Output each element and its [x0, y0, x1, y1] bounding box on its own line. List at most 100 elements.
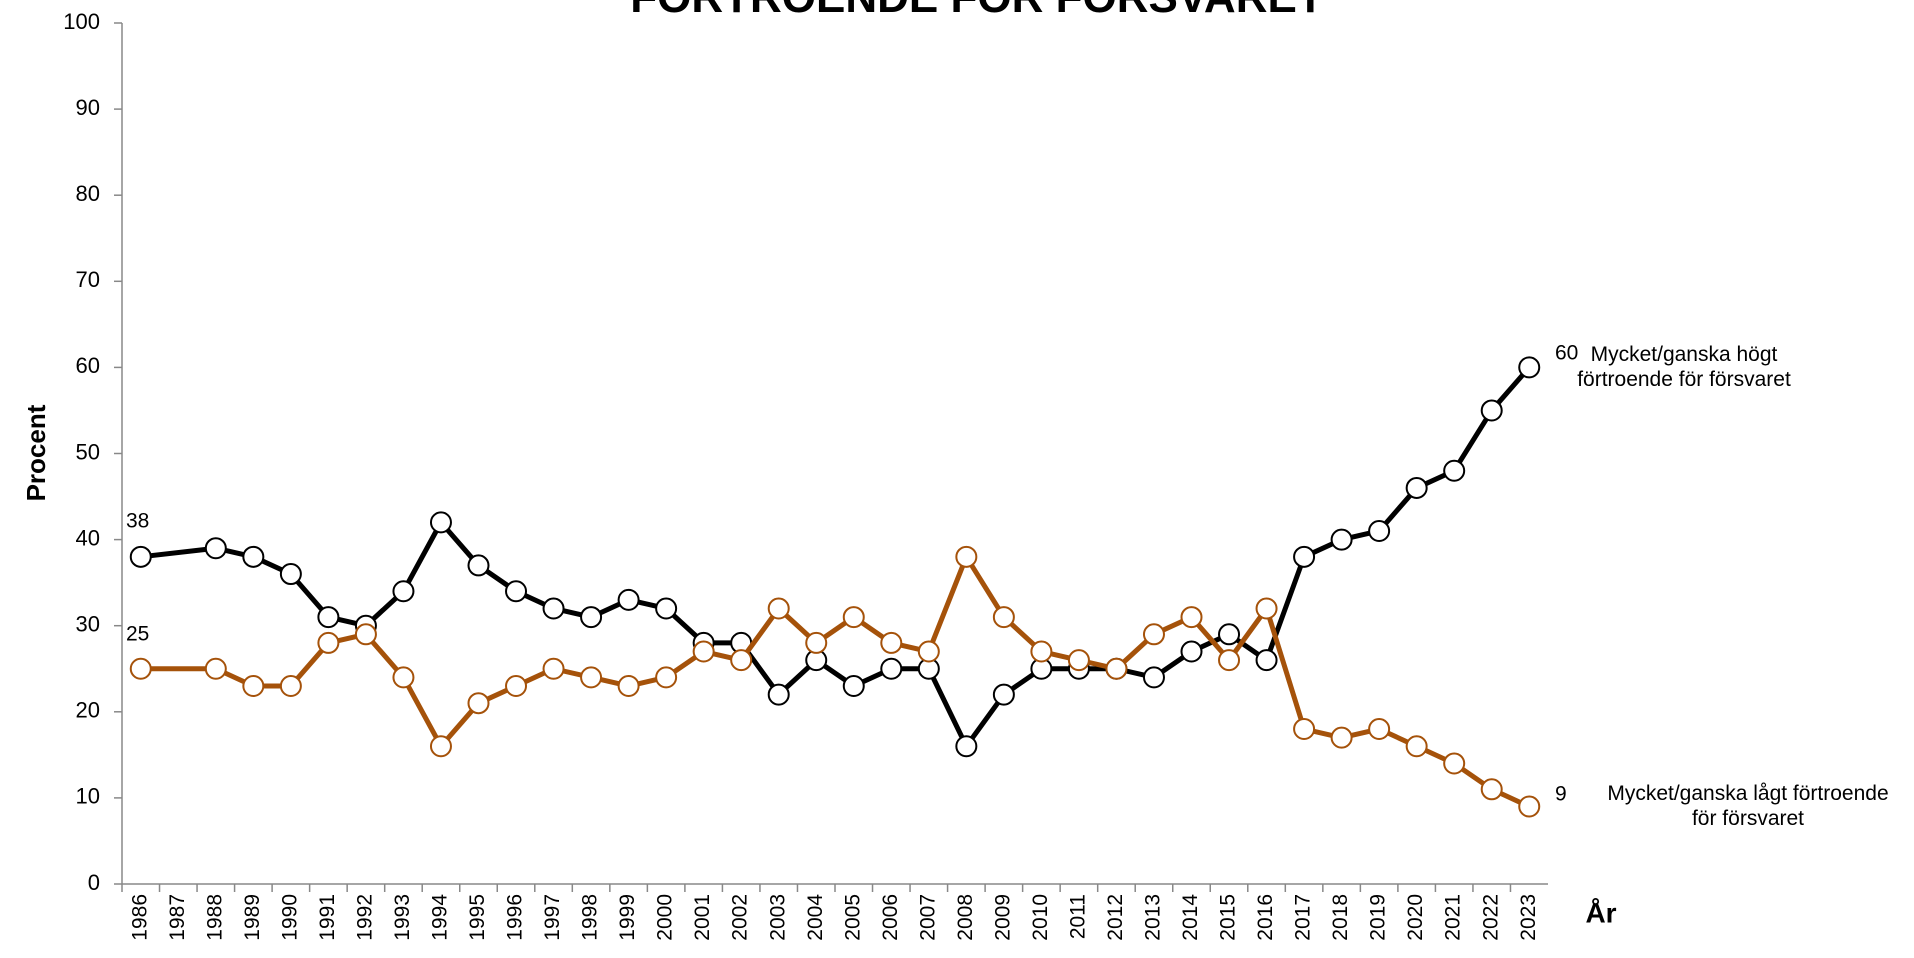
data-point — [1443, 459, 1466, 482]
data-point — [505, 674, 528, 697]
data-point — [1518, 356, 1541, 379]
data-point — [242, 545, 265, 568]
x-tick-label: 1993 — [391, 894, 414, 941]
data-point — [392, 666, 415, 689]
annotation: 9 — [1555, 783, 1567, 806]
data-point — [1480, 399, 1503, 422]
y-tick-label: 80 — [76, 181, 100, 206]
x-tick-label: 2014 — [1179, 894, 1202, 941]
x-tick-label: 2023 — [1517, 894, 1540, 941]
data-point — [842, 606, 865, 629]
data-point — [204, 657, 227, 680]
data-point — [1518, 795, 1541, 818]
x-tick-label: 1994 — [429, 894, 452, 941]
data-point — [279, 563, 302, 586]
x-tick-label: 1999 — [616, 894, 639, 941]
data-point — [917, 640, 940, 663]
x-tick-label: 2007 — [916, 894, 939, 941]
data-point — [992, 606, 1015, 629]
x-tick-label: 1991 — [316, 894, 339, 941]
data-point — [955, 545, 978, 568]
x-tick-label: 1988 — [203, 894, 226, 941]
x-tick-label: 2005 — [841, 894, 864, 941]
data-point — [542, 657, 565, 680]
x-tick-label: 1990 — [278, 894, 301, 941]
x-tick-label: 2013 — [1142, 894, 1165, 941]
data-point — [580, 606, 603, 629]
y-tick-label: 0 — [88, 870, 100, 895]
data-point — [429, 735, 452, 758]
x-tick-label: 1995 — [466, 894, 489, 941]
data-point — [392, 580, 415, 603]
data-point — [1330, 726, 1353, 749]
y-tick-label: 10 — [76, 784, 100, 809]
data-point — [129, 545, 152, 568]
data-point — [505, 580, 528, 603]
data-point — [617, 674, 640, 697]
data-point — [1480, 778, 1503, 801]
data-point — [1405, 476, 1428, 499]
series-label: Mycket/ganska högt förtroende för försva… — [1577, 343, 1791, 391]
x-tick-label: 2006 — [879, 894, 902, 941]
data-point — [354, 623, 377, 646]
data-point — [655, 597, 678, 620]
series-label: Mycket/ganska lågt förtroende för försva… — [1607, 782, 1889, 830]
data-point — [1218, 623, 1241, 646]
data-point — [955, 735, 978, 758]
data-point — [317, 631, 340, 654]
data-point — [204, 537, 227, 560]
x-tick-label: 2009 — [991, 894, 1014, 941]
y-tick-label: 40 — [76, 525, 100, 550]
data-point — [880, 631, 903, 654]
data-point — [580, 666, 603, 689]
data-point — [992, 683, 1015, 706]
data-point — [655, 666, 678, 689]
data-point — [129, 657, 152, 680]
y-tick-label: 90 — [76, 95, 100, 120]
y-axis-label: Procent — [21, 404, 51, 501]
data-point — [1218, 649, 1241, 672]
data-point — [317, 606, 340, 629]
data-point — [1368, 519, 1391, 542]
x-tick-label: 2010 — [1029, 894, 1052, 941]
data-point — [1405, 735, 1428, 758]
y-tick-label: 60 — [76, 353, 100, 378]
annotation: 60 — [1555, 342, 1578, 365]
y-tick-label: 100 — [63, 9, 100, 34]
x-tick-label: 1989 — [241, 894, 264, 941]
x-tick-label: 2008 — [954, 894, 977, 941]
series-line — [140, 554, 1531, 809]
x-tick-label: 2000 — [654, 894, 677, 941]
x-tick-label: 1996 — [504, 894, 527, 941]
data-point — [467, 692, 490, 715]
data-point — [1142, 623, 1165, 646]
y-tick-label: 20 — [76, 698, 100, 723]
x-axis-label: År — [1585, 897, 1616, 928]
data-point — [1030, 640, 1053, 663]
data-point — [1180, 640, 1203, 663]
x-tick-label: 2015 — [1217, 894, 1240, 941]
x-tick-label: 1987 — [166, 894, 189, 941]
x-tick-label: 2004 — [804, 894, 827, 941]
x-tick-label: 2021 — [1442, 894, 1465, 941]
y-tick-label: 70 — [76, 267, 100, 292]
data-point — [1330, 528, 1353, 551]
annotation: 25 — [126, 623, 149, 646]
data-point — [730, 649, 753, 672]
x-tick-label: 2017 — [1292, 894, 1315, 941]
x-tick-label: 2012 — [1104, 894, 1127, 941]
data-point — [692, 640, 715, 663]
data-point — [1368, 718, 1391, 741]
x-tick-label: 1986 — [128, 894, 151, 941]
data-point — [767, 683, 790, 706]
data-point — [429, 511, 452, 534]
x-tick-label: 2020 — [1404, 894, 1427, 941]
data-point — [242, 674, 265, 697]
data-point — [1293, 718, 1316, 741]
data-point — [542, 597, 565, 620]
x-tick-label: 2011 — [1066, 894, 1089, 939]
data-point — [279, 674, 302, 697]
data-point — [1067, 649, 1090, 672]
